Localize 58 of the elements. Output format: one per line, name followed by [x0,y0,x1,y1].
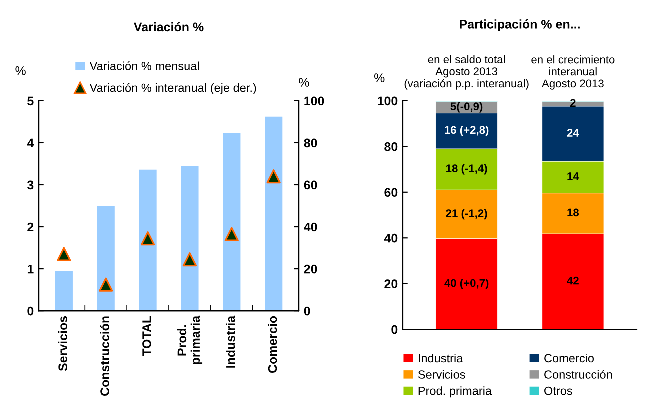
data-label: 5(-0,9) [450,102,483,113]
point [140,232,156,246]
x-tick-label: en el saldo total Agosto 2013 (variación p.p. interanual) [404,55,529,90]
legend-label: Servicios [418,370,466,379]
legend-label: Construcción [544,370,612,379]
data-label: 21 (-1,2) [446,209,488,220]
point [99,278,114,292]
legend-label: Variación % mensual [90,62,200,70]
bar [265,116,283,312]
y-tick-label: 40 [384,234,398,243]
y2-tick-label: 100 [304,96,324,106]
y-tick-label: 100 [378,96,398,106]
y-tick-label: 5 [28,96,34,106]
y2-tick-label: 80 [304,138,318,148]
y-tick-label: 4 [27,138,34,148]
y-tick-label: 60 [384,188,398,198]
chart-title: Variación % [134,22,204,32]
y-tick-label: 2 [28,222,34,232]
x-tick-label: Construcción [100,316,110,396]
x-tick-label: Servicios [58,316,68,372]
x-tick-label: Industria [226,316,236,368]
chart-title: Participación % en... [460,20,580,32]
data-label: 14 [568,172,580,180]
y-tick-label: 1 [28,264,34,274]
bar [139,170,157,312]
x-tick-label: Comercio [268,316,278,374]
y2-tick-label: 40 [304,222,318,232]
y-tick-label: 20 [384,280,398,289]
y2-tick-label: 60 [304,180,318,190]
y-axis-title: % [374,74,385,82]
point [266,170,281,184]
y-tick-label: 80 [384,142,398,152]
x-tick-label: Prod. primaria [177,316,203,364]
legend-label: Variación % interanual (eje der.) [90,83,256,95]
x-tick-label: en el crecimiento interanual Agosto 2013 [532,56,615,90]
y-tick-label: 0 [392,325,398,334]
bar [223,133,241,312]
data-label: 18 (-1,4) [446,164,488,175]
legend-label: Otros [544,386,572,396]
data-label: 24 [567,129,580,137]
y2-tick-label: 0 [304,306,310,316]
y-tick-label: 0 [28,306,34,316]
y2-axis-title: % [299,78,310,87]
y-axis-title: % [16,66,26,76]
y2-tick-label: 20 [304,264,318,274]
y-tick-label: 3 [27,180,34,190]
bar [181,166,199,312]
data-label: 42 [567,276,579,285]
x-tick-label: TOTAL [142,316,152,356]
point [224,227,239,242]
data-label: 40 (+0,7) [444,279,489,290]
point [182,252,198,267]
bar [55,271,73,312]
data-label: 18 [568,208,580,217]
point [57,247,72,262]
bar [97,206,115,312]
legend-label: Prod. primaria [418,386,492,398]
data-label: 16 (+2,8) [445,126,489,136]
